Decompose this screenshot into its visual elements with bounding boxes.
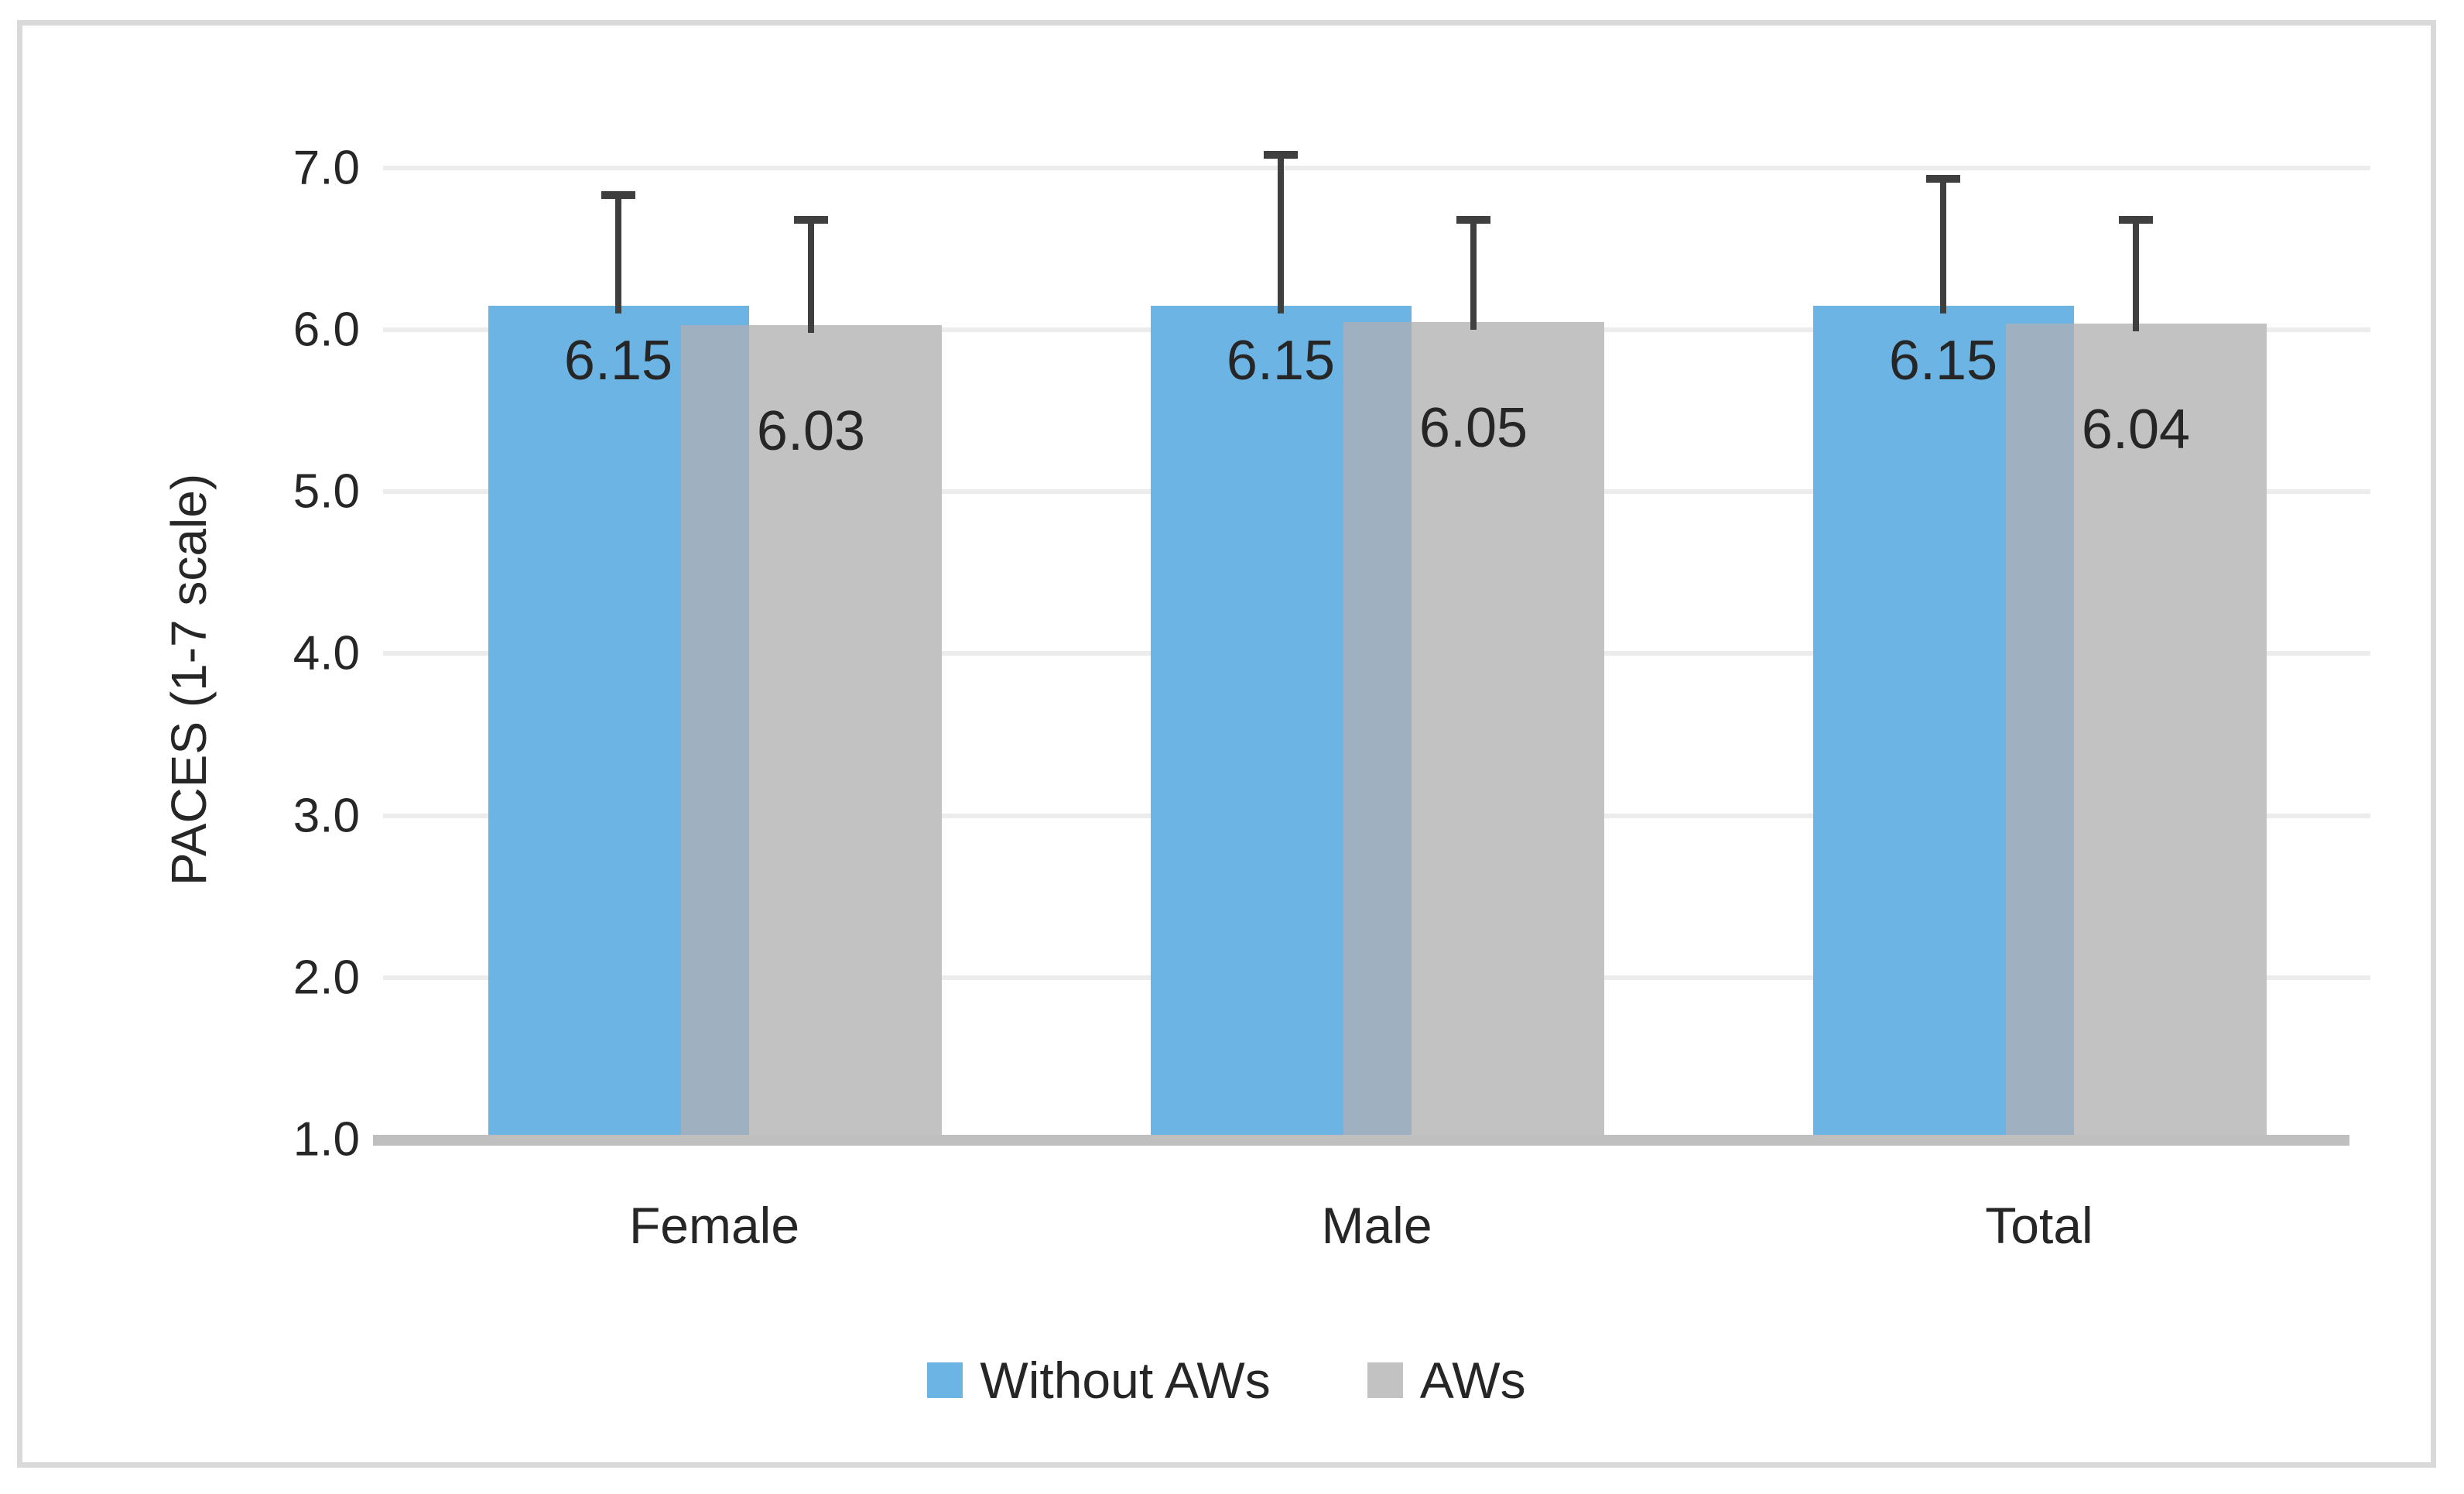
error-bar-cap-aws-total — [2119, 215, 2153, 224]
error-bar-line-without-aws-male — [1278, 155, 1284, 314]
legend-label-aws: AWs — [1419, 1352, 1526, 1409]
gridline-7.0 — [383, 165, 2370, 170]
bar-overlap-total — [2006, 323, 2074, 1139]
bar-overlap-female — [681, 324, 749, 1139]
data-label-without-aws-male: 6.15 — [1226, 329, 1336, 392]
error-bar-line-aws-total — [2133, 219, 2139, 331]
error-bar-line-aws-male — [1470, 219, 1477, 330]
chart-frame: PACES (1-7 scale) 1.0 2.0 3.0 4.0 5.0 6.0 7.0 6… — [17, 20, 2436, 1468]
y-tick-label-1.0: 1.0 — [293, 1112, 360, 1167]
error-bar-cap-without-aws-total — [1926, 175, 1960, 183]
legend-item-without-aws: Without AWs — [927, 1351, 1271, 1410]
bar-overlap-male — [1343, 321, 1412, 1139]
data-label-without-aws-female: 6.15 — [563, 329, 673, 392]
error-bar-line-without-aws-total — [1940, 179, 1946, 314]
data-label-aws-female: 6.03 — [756, 399, 866, 462]
y-tick-label-2.0: 2.0 — [293, 951, 360, 1005]
error-bar-line-aws-female — [808, 219, 814, 333]
error-bar-cap-without-aws-female — [601, 191, 635, 200]
x-category-label-male: Male — [1321, 1197, 1432, 1254]
x-category-label-total: Total — [1985, 1197, 2093, 1254]
data-label-aws-total: 6.04 — [2081, 398, 2191, 461]
data-label-aws-male: 6.05 — [1419, 396, 1528, 459]
y-tick-label-4.0: 4.0 — [293, 626, 360, 680]
y-tick-label-6.0: 6.0 — [293, 303, 360, 357]
error-bar-cap-without-aws-male — [1264, 151, 1298, 159]
y-tick-label-3.0: 3.0 — [293, 789, 360, 843]
legend-item-aws: AWs — [1367, 1351, 1526, 1410]
error-bar-cap-aws-male — [1456, 215, 1490, 224]
legend-swatch-without-aws-icon — [927, 1362, 963, 1398]
y-tick-label-5.0: 5.0 — [293, 464, 360, 519]
error-bar-cap-aws-female — [794, 215, 828, 224]
error-bar-line-without-aws-female — [615, 195, 621, 314]
y-tick-label-7.0: 7.0 — [293, 141, 360, 195]
x-axis-line — [373, 1135, 2349, 1146]
legend-swatch-aws-icon — [1367, 1362, 1403, 1398]
legend: Without AWs AWs — [22, 1351, 2431, 1410]
legend-label-without-aws: Without AWs — [980, 1352, 1271, 1409]
x-category-label-female: Female — [628, 1197, 800, 1254]
data-label-without-aws-total: 6.15 — [1888, 329, 1998, 392]
